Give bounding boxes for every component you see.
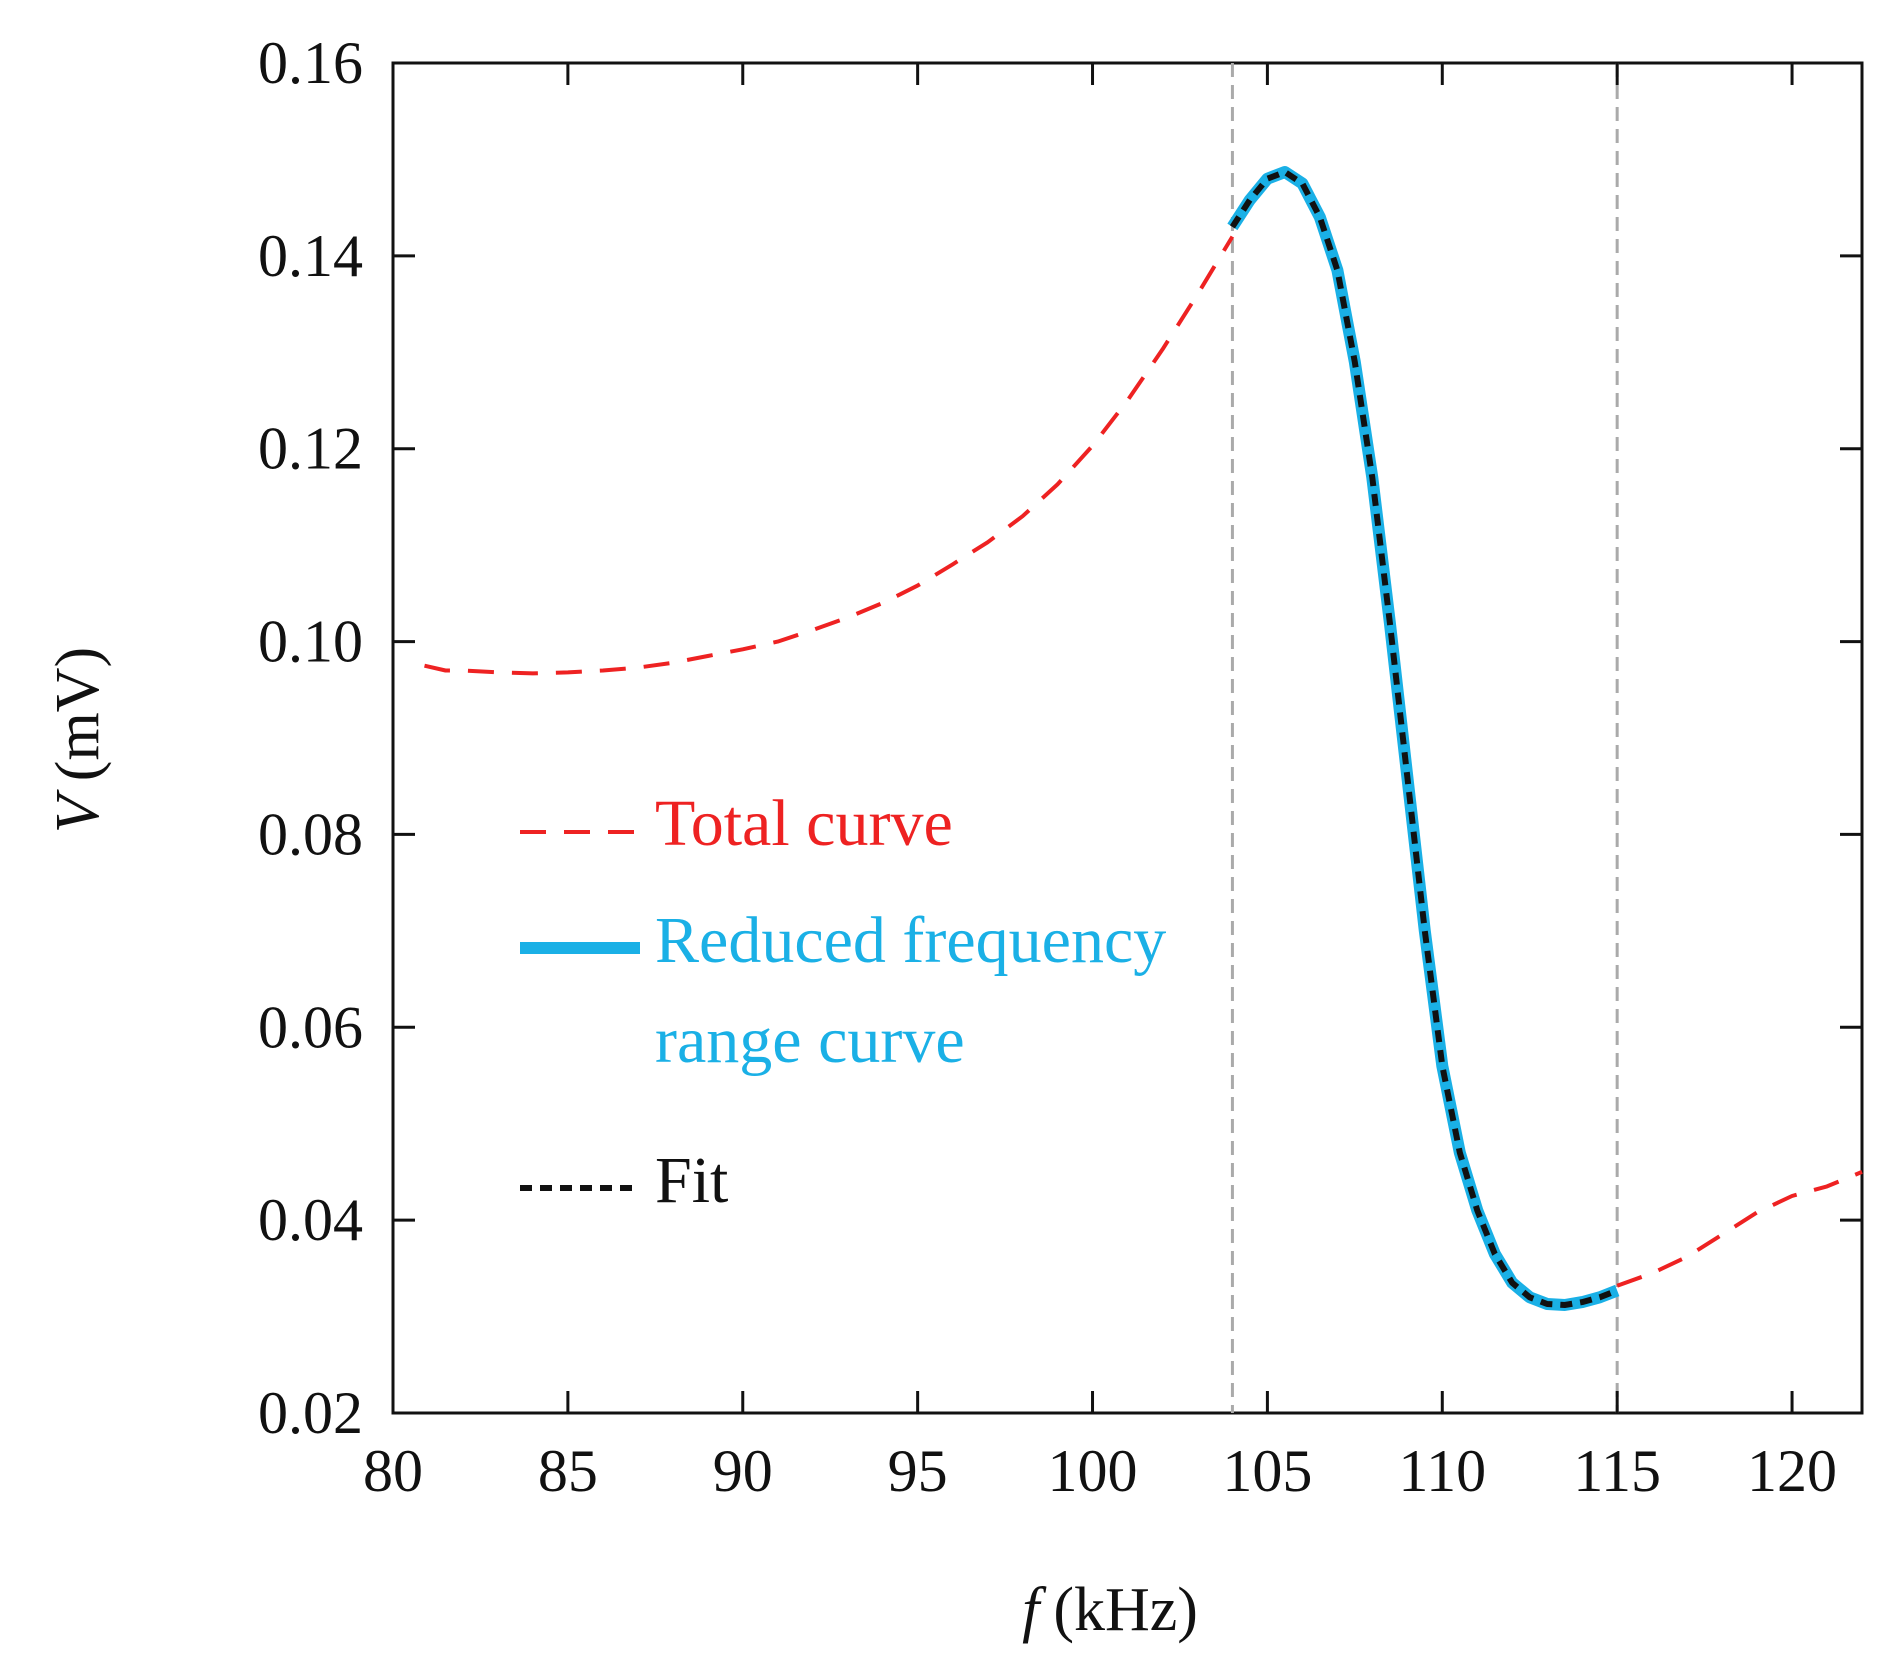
y-axis-unit: (mV) bbox=[44, 647, 112, 781]
x-tick-label: 110 bbox=[1398, 1438, 1486, 1504]
y-tick-label: 0.04 bbox=[258, 1187, 363, 1253]
y-tick-label: 0.16 bbox=[258, 30, 363, 96]
legend-label-fit: Fit bbox=[655, 1144, 728, 1217]
y-axis-symbol: V bbox=[44, 789, 112, 833]
legend-label-reduced: range curve bbox=[655, 1004, 965, 1077]
x-tick-label: 90 bbox=[713, 1438, 773, 1504]
x-axis-title: f (kHz) bbox=[1022, 1576, 1198, 1644]
x-axis-unit: (kHz) bbox=[1053, 1576, 1198, 1644]
x-axis-symbol: f bbox=[1022, 1576, 1047, 1644]
series-line-reduced bbox=[1227, 166, 1620, 1311]
x-tick-label: 100 bbox=[1048, 1438, 1138, 1504]
y-tick-label: 0.02 bbox=[258, 1380, 363, 1446]
x-tick-label: 80 bbox=[363, 1438, 423, 1504]
x-tick-label: 95 bbox=[888, 1438, 948, 1504]
y-tick-label: 0.12 bbox=[258, 416, 363, 482]
x-tick-label: 85 bbox=[538, 1438, 598, 1504]
series-line-total_right bbox=[1616, 1170, 1863, 1288]
x-tick-label: 120 bbox=[1747, 1438, 1837, 1504]
y-axis-title: V (mV) bbox=[44, 647, 112, 833]
axis-ticks: 80 85 90 95 100 105 110 115 120 0.02 0.04 0.06 0.08 0… bbox=[258, 30, 1862, 1504]
y-tick-label: 0.10 bbox=[258, 609, 363, 675]
y-tick-label: 0.08 bbox=[258, 801, 363, 867]
legend: Total curve Reduced frequency range curve F… bbox=[520, 787, 1166, 1217]
y-tick-label: 0.14 bbox=[258, 223, 363, 289]
x-tick-label: 115 bbox=[1573, 1438, 1661, 1504]
series-line-total bbox=[424, 235, 1235, 676]
series-line-fit bbox=[1229, 169, 1619, 1308]
legend-label-total: Total curve bbox=[655, 787, 953, 860]
series-group bbox=[424, 166, 1863, 1311]
plot-frame bbox=[391, 61, 1864, 1415]
y-tick-label: 0.06 bbox=[258, 994, 363, 1060]
x-tick-label: 105 bbox=[1222, 1438, 1312, 1504]
legend-label-reduced: Reduced frequency bbox=[655, 904, 1166, 977]
vertical-markers bbox=[1230, 63, 1619, 1413]
